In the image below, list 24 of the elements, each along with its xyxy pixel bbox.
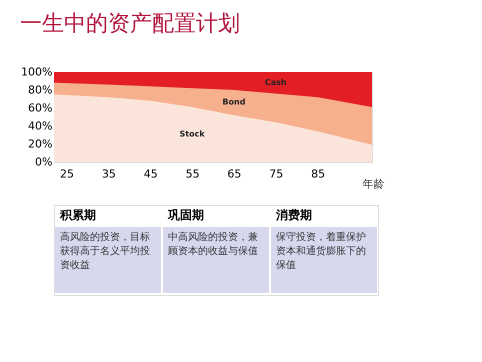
x-tick-label: 25 [60,168,74,180]
y-tick-label: 60% [28,102,52,114]
x-tick-label: 75 [269,168,284,180]
text: 高风险的投资，目标获得高于名义平均投资收益 [60,231,150,271]
series-label: Bond [222,98,246,107]
series-label: Cash [264,78,287,87]
text: 巩固期 [167,208,204,222]
x-tick-label: 55 [186,168,200,180]
x-axis-title: 年龄 [362,178,384,190]
y-tick-label: 40% [28,120,52,132]
text: 中高风险的投资，兼顾资本的收益与保值 [168,231,258,257]
x-tick-label: 85 [311,168,326,180]
text: 消费期 [275,208,312,222]
x-tick-label: 45 [144,168,158,180]
x-tick-label: 65 [227,168,242,180]
series-label: Stock [180,130,206,139]
y-tick-label: 100% [21,66,52,78]
chart-title: 一生中的资产配置计划 [20,12,240,36]
y-tick-label: 20% [28,138,52,150]
x-tick-label: 35 [102,168,116,180]
y-tick-label: 0% [35,156,52,168]
y-tick-label: 80% [28,84,52,96]
text: 保守投资，着重保护资本和通货膨胀下的保值 [276,231,366,271]
text: 积累期 [59,208,96,222]
